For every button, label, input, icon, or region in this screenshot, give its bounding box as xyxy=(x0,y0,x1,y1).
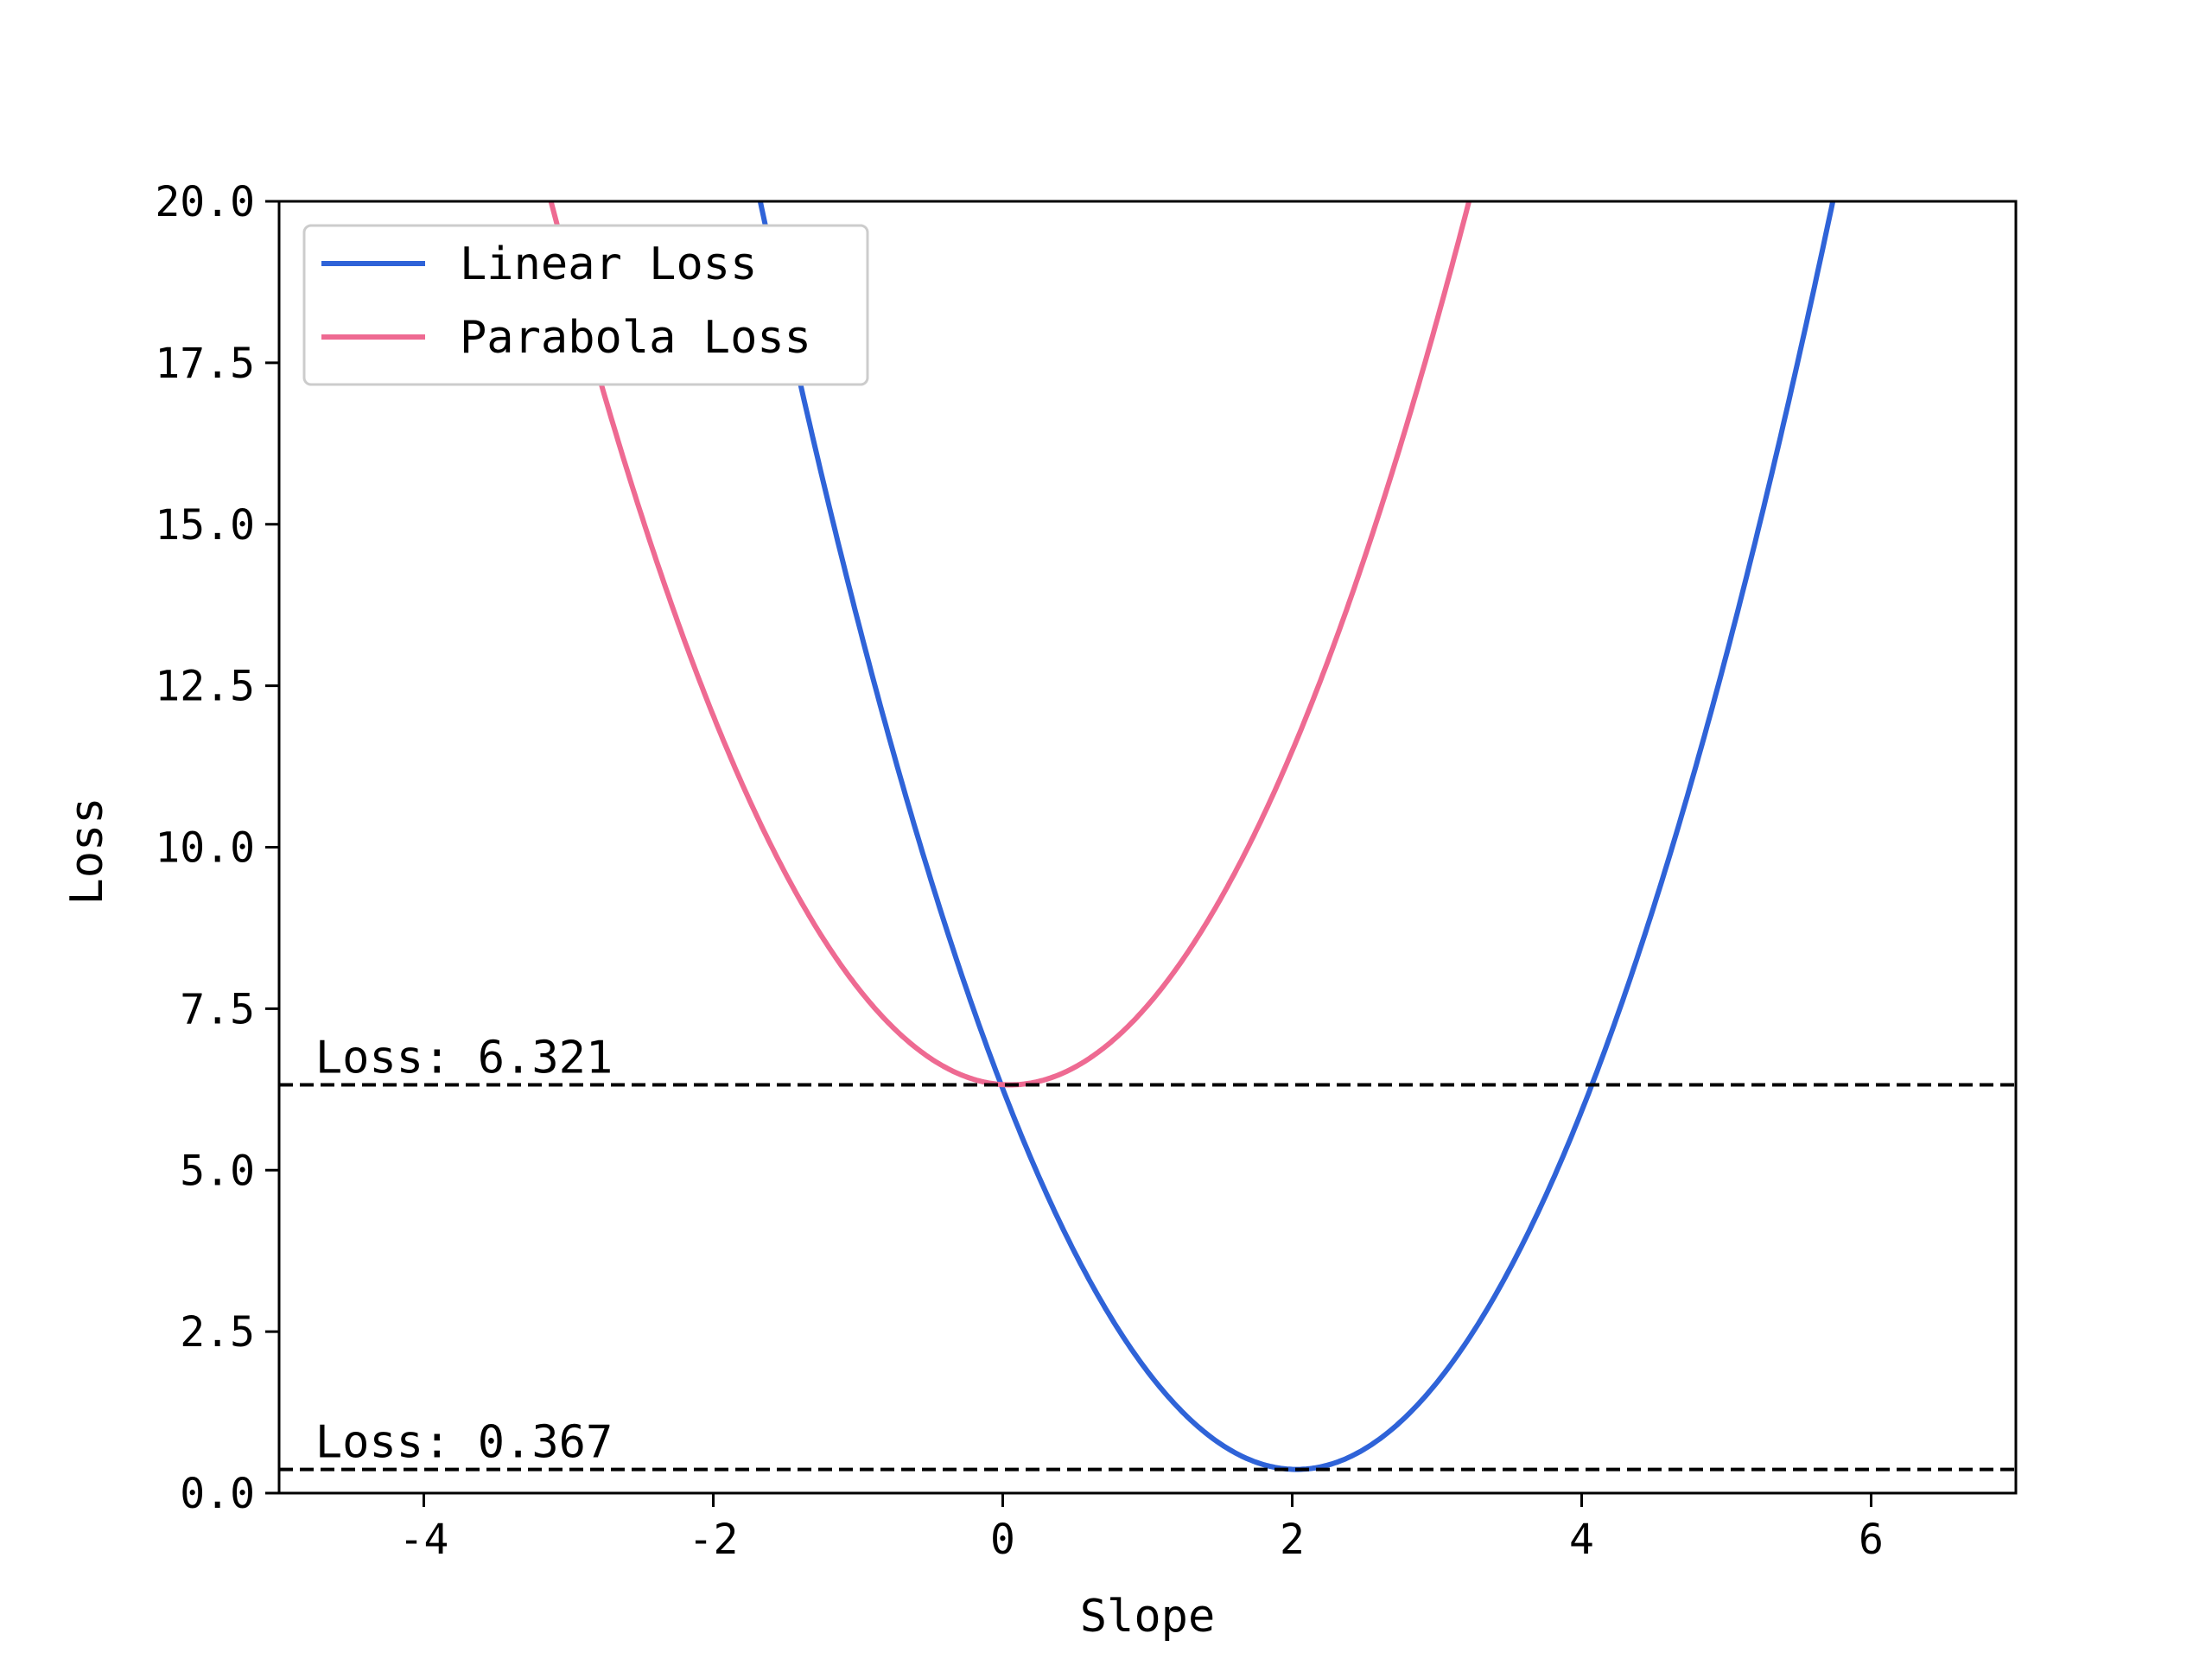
x-tick-label: 0 xyxy=(990,1516,1015,1564)
x-tick-label: 6 xyxy=(1859,1516,1884,1564)
y-tick-label: 0.0 xyxy=(180,1470,255,1518)
legend-label-linear-loss: Linear Loss xyxy=(460,238,757,290)
legend-box xyxy=(302,224,869,386)
x-tick-label: -2 xyxy=(689,1516,739,1564)
annotations: Loss: 6.321 Loss: 0.367 xyxy=(315,1033,613,1469)
y-tick-label: 2.5 xyxy=(180,1308,255,1357)
y-tick-label: 12.5 xyxy=(155,663,255,711)
y-tick-label: 17.5 xyxy=(155,340,255,388)
x-tick-label: -4 xyxy=(399,1516,449,1564)
y-tick-label: 7.5 xyxy=(180,985,255,1033)
legend-label-parabola-loss: Parabola Loss xyxy=(460,312,811,364)
y-axis-ticks: 0.0 2.5 5.0 7.5 10.0 12.5 15.0 17.5 20.0 xyxy=(155,178,279,1518)
x-tick-label: 2 xyxy=(1280,1516,1305,1564)
y-tick-label: 10.0 xyxy=(155,824,255,873)
y-tick-label: 15.0 xyxy=(155,501,255,550)
x-tick-label: 4 xyxy=(1569,1516,1594,1564)
legend: Linear Loss Parabola Loss xyxy=(302,224,869,386)
series-line-linear-loss xyxy=(757,201,1836,1472)
y-tick-label: 5.0 xyxy=(180,1147,255,1195)
x-axis-ticks: -4 -2 0 2 4 6 xyxy=(399,1493,1884,1564)
x-axis-label: Slope xyxy=(1080,1591,1216,1643)
y-tick-label: 20.0 xyxy=(155,178,255,226)
loss-annotation: Loss: 0.367 xyxy=(315,1417,613,1469)
y-axis-label: Loss xyxy=(61,797,113,905)
loss-annotation: Loss: 6.321 xyxy=(315,1033,613,1084)
